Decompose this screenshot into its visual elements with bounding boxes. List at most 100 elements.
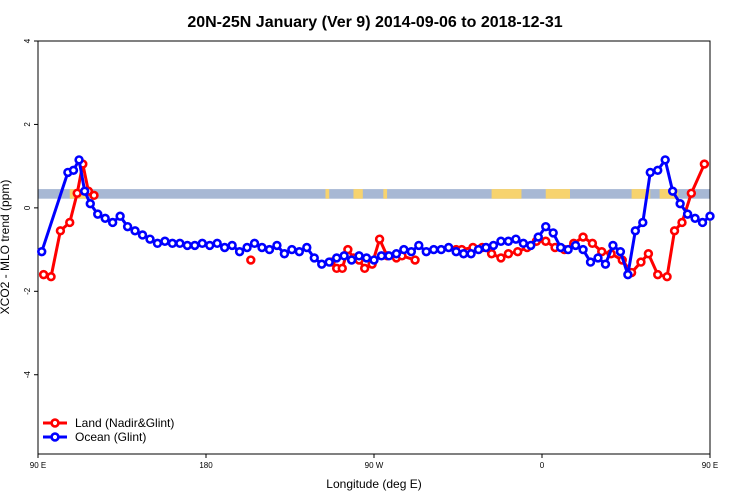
data-point [623, 269, 633, 280]
data-point [513, 246, 523, 257]
data-point [675, 198, 685, 209]
data-point [533, 232, 543, 242]
y-tick-label: 0 [23, 205, 32, 210]
data-point [699, 159, 710, 169]
data-point [264, 244, 275, 255]
data-point [682, 209, 693, 219]
data-point [294, 246, 305, 257]
data-point [227, 240, 237, 251]
data-point [205, 240, 215, 251]
data-point [486, 249, 497, 259]
data-point [458, 249, 469, 259]
x-tick-label: 90 E [702, 461, 718, 470]
x-axis-label: Longitude (deg E) [326, 477, 421, 491]
data-point [660, 155, 670, 165]
data-point [167, 238, 178, 249]
data-point [496, 253, 506, 263]
land-segment [383, 189, 388, 199]
data-point [234, 246, 245, 257]
data-point [331, 253, 342, 263]
data-point [337, 263, 347, 274]
data-point [74, 155, 84, 165]
data-point [137, 230, 148, 240]
y-tick-label: -4 [23, 371, 32, 379]
data-point [391, 249, 402, 259]
data-point [410, 255, 420, 265]
data-point [677, 217, 687, 228]
data-point [690, 213, 700, 223]
data-point [503, 249, 514, 259]
land-segment [545, 189, 570, 199]
data-point [600, 259, 611, 269]
legend-marker [50, 418, 60, 428]
x-tick-label: 0 [540, 461, 545, 470]
data-point [421, 246, 431, 257]
data-point [466, 249, 476, 259]
data-point [443, 242, 454, 253]
y-axis: 4 2 0 -2 -4 [23, 38, 38, 378]
data-point [359, 263, 370, 274]
data-point [272, 240, 282, 251]
data-point [242, 242, 252, 253]
data-point [175, 238, 185, 249]
data-point [369, 255, 379, 265]
data-point [608, 240, 618, 251]
data-point [93, 209, 103, 219]
data-point [190, 240, 200, 251]
data-point [38, 269, 49, 280]
data-point [346, 255, 357, 265]
data-point [587, 238, 598, 249]
data-point [343, 244, 353, 255]
data-point [212, 238, 222, 249]
data-point [481, 242, 491, 253]
data-point [309, 253, 319, 263]
data-point [585, 257, 596, 267]
data-point [115, 211, 125, 221]
data-point [130, 226, 140, 236]
data-point [662, 272, 672, 282]
data-point [578, 232, 588, 242]
data-point [55, 226, 66, 236]
data-point [197, 238, 207, 249]
y-tick-label: 4 [23, 38, 32, 43]
data-point [436, 244, 446, 255]
data-point [72, 188, 82, 198]
data-point [406, 246, 417, 257]
data-point [511, 234, 521, 244]
data-point [705, 211, 715, 221]
data-point [374, 234, 385, 244]
data-point [669, 226, 680, 236]
data-point [563, 244, 573, 255]
data-point [503, 236, 514, 246]
data-point [376, 251, 387, 261]
data-point [257, 242, 267, 253]
data-point [68, 165, 79, 176]
data-point [451, 246, 461, 257]
series-layer [37, 155, 715, 282]
x-tick-label: 90 W [365, 461, 384, 470]
y-tick-label: 2 [23, 122, 32, 127]
data-point [548, 228, 558, 238]
data-point [399, 244, 409, 255]
data-point [384, 251, 394, 261]
data-point [160, 236, 170, 246]
data-point [287, 244, 297, 255]
data-point [429, 244, 439, 255]
data-point [496, 236, 506, 246]
series-line [456, 163, 706, 279]
data-point [638, 217, 648, 228]
land-segment [631, 189, 651, 199]
data-point [653, 269, 663, 280]
data-point [145, 234, 155, 244]
data-point [302, 242, 312, 253]
data-point [615, 246, 626, 257]
data-point [182, 240, 193, 251]
data-point [488, 240, 499, 251]
data-point [85, 198, 95, 209]
data-point [645, 167, 655, 178]
data-point [354, 251, 364, 261]
data-point [473, 244, 484, 255]
data-point [339, 251, 349, 261]
data-point [152, 238, 163, 249]
